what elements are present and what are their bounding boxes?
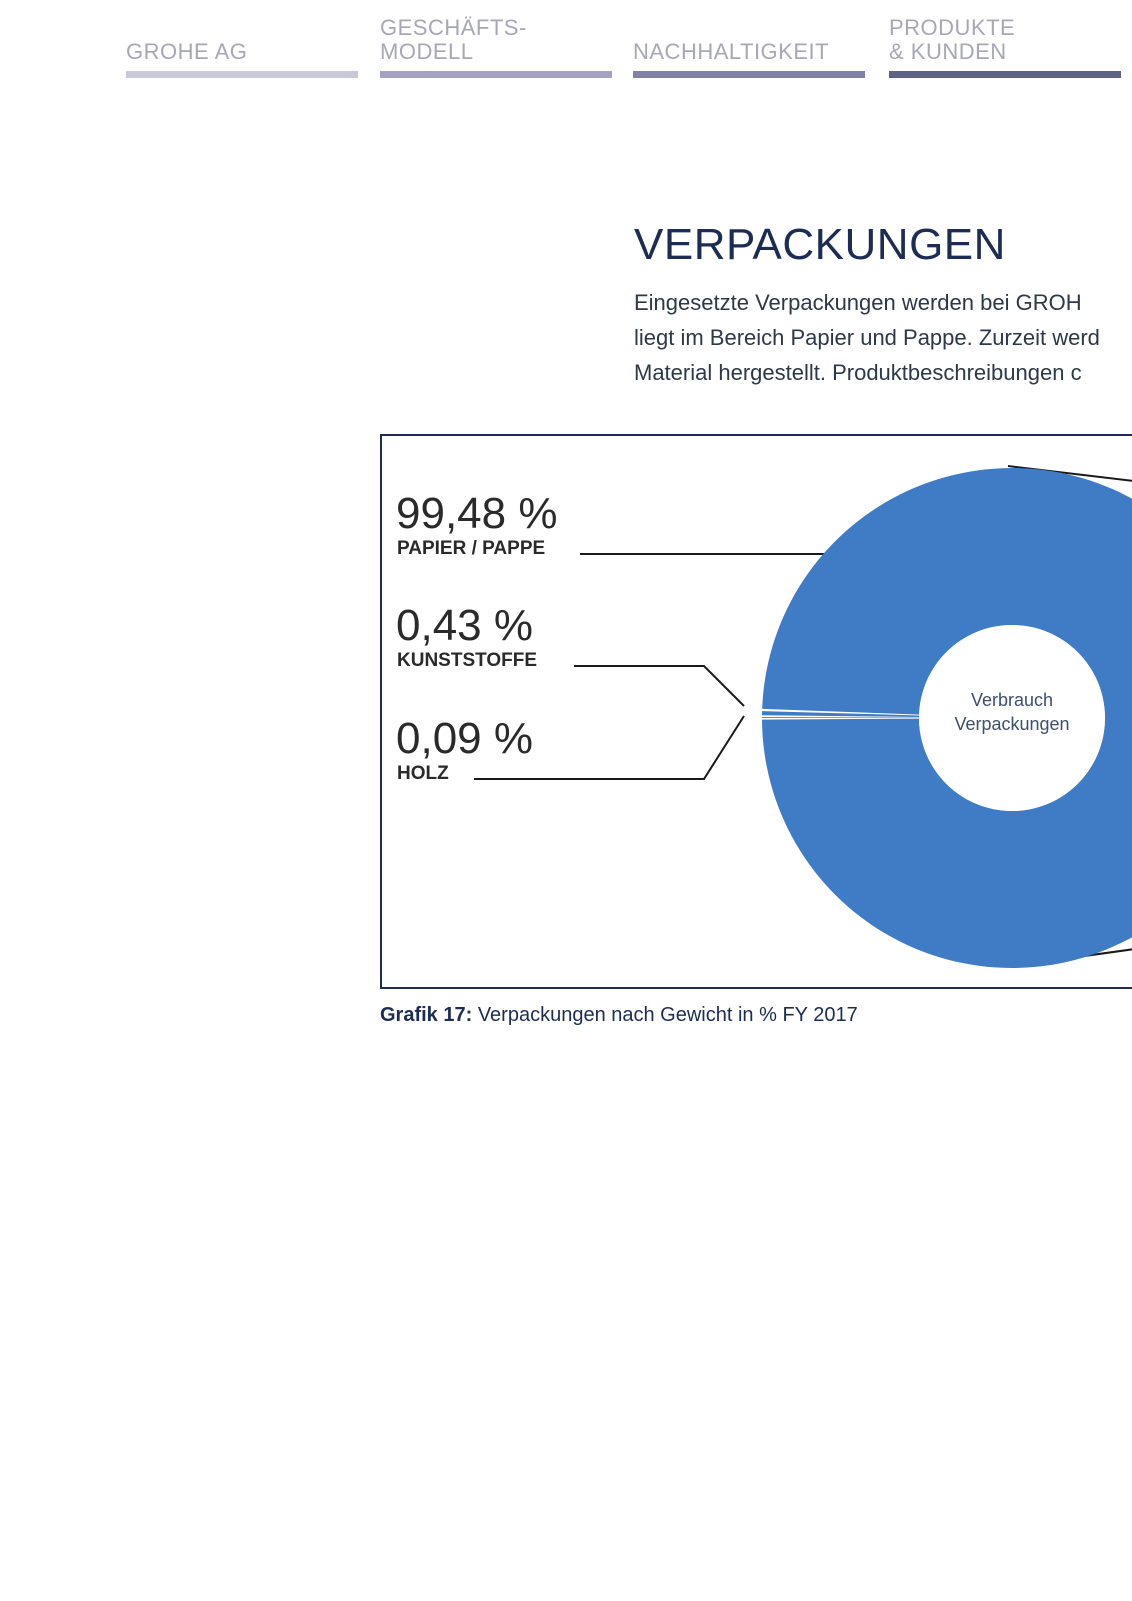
slice-value-label: 99,48 % <box>396 489 557 538</box>
nav-tab-indicator <box>126 71 358 78</box>
slice-value-label: 0,09 % <box>396 714 533 763</box>
nav-tab-indicator <box>633 71 865 78</box>
leader-line-right-top <box>1007 465 1132 482</box>
section-title: VERPACKUNGEN <box>634 220 1006 269</box>
nav-tab-label: NACHHALTIGKEIT <box>633 39 830 64</box>
donut-slice-holz <box>762 717 920 718</box>
intro-line: Material hergestellt. Produktbeschreibun… <box>634 360 1082 385</box>
nav-tab-label: GROHE AG <box>126 39 248 64</box>
nav-tab-grohe-ag[interactable]: GROHE AG <box>126 0 358 78</box>
slice-name-label: PAPIER / PAPPE <box>397 538 545 559</box>
nav-tab-indicator <box>889 71 1121 78</box>
slice-value-label: 0,43 % <box>396 601 533 650</box>
nav-tab-produkte-kunden[interactable]: PRODUKTE & KUNDEN <box>889 0 1121 78</box>
chart-caption: Grafik 17: Verpackungen nach Gewicht in … <box>380 1004 858 1027</box>
intro-text: Eingesetzte Verpackungen werden bei GROH… <box>634 285 1132 390</box>
nav-tab-indicator <box>380 71 612 78</box>
packaging-chart: 99,48 % PAPIER / PAPPE 0,43 % KUNSTSTOFF… <box>380 434 1132 989</box>
donut-slice-papier <box>762 468 1132 968</box>
donut-slice-kunststoffe <box>762 711 920 717</box>
donut-center-label: Verpackungen <box>954 714 1069 734</box>
nav-tab-label: GESCHÄFTS- MODELL <box>380 15 527 64</box>
leader-line-holz <box>474 715 745 780</box>
leader-line-kunststoffe <box>574 665 745 707</box>
donut-center-label: Verbrauch <box>971 690 1053 710</box>
intro-line: liegt im Bereich Papier und Pappe. Zurze… <box>634 325 1100 350</box>
packaging-donut-chart: 99,48 % PAPIER / PAPPE 0,43 % KUNSTSTOFF… <box>396 465 1132 968</box>
caption-label: Grafik 17: <box>380 1004 473 1026</box>
nav-tab-nachhaltigkeit[interactable]: NACHHALTIGKEIT <box>633 0 865 78</box>
nav-tab-label: PRODUKTE & KUNDEN <box>889 15 1016 64</box>
slice-name-label: HOLZ <box>397 763 449 784</box>
caption-text: Verpackungen nach Gewicht in % FY 2017 <box>472 1004 858 1026</box>
nav-tab-geschaeftsmodell[interactable]: GESCHÄFTS- MODELL <box>380 0 612 78</box>
slice-name-label: KUNSTSTOFFE <box>397 650 537 671</box>
intro-line: Eingesetzte Verpackungen werden bei GROH <box>634 290 1082 315</box>
donut-hole <box>919 625 1105 811</box>
